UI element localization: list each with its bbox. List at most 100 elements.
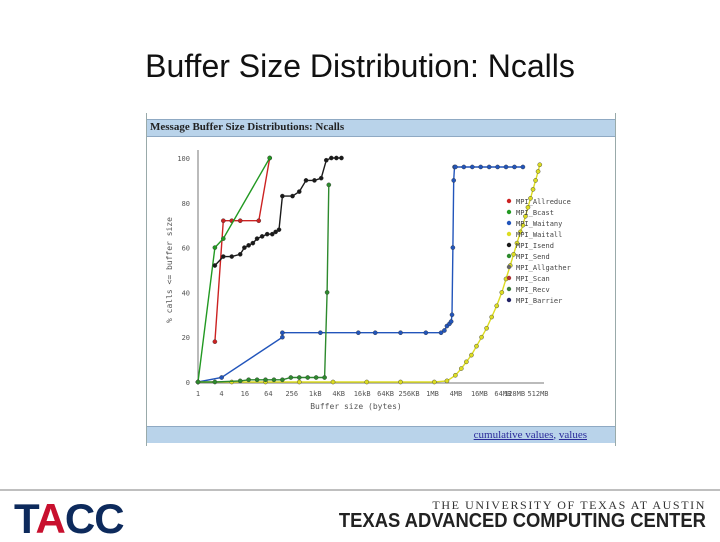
data-point xyxy=(451,178,457,183)
x-tick-label: 64MB xyxy=(494,390,511,398)
data-point xyxy=(469,352,474,358)
series-line-mpi-isend xyxy=(214,157,342,266)
data-point xyxy=(322,375,327,380)
legend-marker xyxy=(506,253,512,259)
data-point xyxy=(535,169,541,174)
data-point xyxy=(514,240,520,246)
x-tick-label: 1kB xyxy=(309,390,322,398)
legend-label: MPI_Barrier xyxy=(516,297,562,305)
x-tick-label: 256 xyxy=(285,390,298,398)
legend-marker xyxy=(506,231,512,237)
data-point xyxy=(318,330,323,336)
logo-letter-a: A xyxy=(35,495,66,542)
data-point xyxy=(330,379,336,385)
data-point xyxy=(489,314,494,320)
data-point xyxy=(523,213,528,219)
legend-marker xyxy=(506,242,512,248)
data-point xyxy=(442,328,447,333)
data-point xyxy=(450,245,456,250)
x-tick-label: 4 xyxy=(219,390,223,398)
data-point xyxy=(290,193,295,199)
cumulative-values-link[interactable]: cumulative values xyxy=(473,429,554,441)
series-line-mpi-waitall xyxy=(198,164,541,383)
data-point xyxy=(525,204,531,210)
data-point xyxy=(520,164,526,170)
x-tick-label: 16MB xyxy=(471,390,488,398)
panel-footer: cumulative values, values xyxy=(147,426,615,443)
data-point xyxy=(469,164,475,170)
link-separator: , xyxy=(553,429,557,441)
data-point xyxy=(512,164,517,170)
data-point xyxy=(458,366,464,371)
data-point xyxy=(273,229,278,235)
panel-header-title: Message Buffer Size Distributions: Ncall… xyxy=(150,121,345,133)
y-tick-label: 100 xyxy=(177,155,190,163)
data-point xyxy=(520,222,526,228)
values-link[interactable]: values xyxy=(558,429,587,441)
data-point xyxy=(250,240,256,246)
x-tick-label: 16 xyxy=(241,390,249,398)
data-point xyxy=(518,229,523,235)
chart-panel: Message Buffer Size Distributions: Ncall… xyxy=(146,113,616,446)
x-tick-label: 16kB xyxy=(354,390,371,398)
data-point xyxy=(533,178,538,183)
footer-divider xyxy=(0,489,720,491)
data-point xyxy=(499,290,505,295)
panel-header: Message Buffer Size Distributions: Ncall… xyxy=(147,119,615,137)
data-point xyxy=(264,231,270,237)
footer-links: cumulative values, values xyxy=(474,429,587,441)
x-tick-label: 64 xyxy=(264,390,272,398)
y-tick-label: 40 xyxy=(182,289,190,297)
slide-title: Buffer Size Distribution: Ncalls xyxy=(145,48,575,84)
data-point xyxy=(280,377,285,383)
data-point xyxy=(474,343,479,349)
data-point xyxy=(324,290,330,295)
y-axis-label: % calls <= buffer size xyxy=(165,217,174,323)
data-point xyxy=(511,252,516,257)
data-point xyxy=(269,231,275,237)
data-point xyxy=(318,175,324,181)
data-point xyxy=(296,379,302,385)
x-tick-label: 512MB xyxy=(527,390,548,398)
legend-marker xyxy=(506,209,512,215)
data-point xyxy=(372,330,378,336)
data-point xyxy=(479,334,484,340)
data-point xyxy=(448,319,454,324)
data-point xyxy=(280,334,285,340)
data-point xyxy=(288,375,294,380)
legend-label: MPI_Waitall xyxy=(516,231,562,239)
x-tick-label: 256KB xyxy=(398,390,419,398)
legend-label: MPI_Allgather xyxy=(516,264,571,272)
y-tick-label: 0 xyxy=(186,379,190,387)
university-name: THE UNIVERSITY OF TEXAS AT AUSTIN xyxy=(432,498,706,512)
data-point xyxy=(334,155,339,161)
data-point xyxy=(221,254,226,259)
x-tick-label: 1MB xyxy=(426,390,439,398)
data-point xyxy=(312,178,317,183)
legend-marker xyxy=(506,275,512,281)
data-point xyxy=(464,359,469,365)
data-point xyxy=(461,164,467,170)
buffer-size-chart: 0 20 40 60 80 100 1 4 16 64 256 1kB 4KB 16kB 64KB 256KB… xyxy=(165,150,571,411)
data-point xyxy=(329,155,334,161)
data-point xyxy=(271,377,277,383)
data-point xyxy=(246,243,251,248)
data-point xyxy=(237,218,243,224)
data-point xyxy=(280,330,285,336)
data-point xyxy=(237,378,243,384)
x-tick-label: 4MB xyxy=(450,390,463,398)
data-point xyxy=(212,245,218,250)
data-point xyxy=(195,379,201,385)
data-point xyxy=(453,164,458,170)
data-point xyxy=(364,379,370,385)
data-point xyxy=(494,303,500,309)
data-point xyxy=(438,330,444,336)
legend-label: MPI_Bcast xyxy=(516,209,554,217)
data-point xyxy=(339,155,344,161)
data-point xyxy=(356,330,361,336)
data-point xyxy=(398,330,403,336)
data-point xyxy=(478,164,484,170)
data-point xyxy=(212,263,218,268)
series-line-mpi-send xyxy=(198,184,330,383)
data-point xyxy=(537,162,543,168)
